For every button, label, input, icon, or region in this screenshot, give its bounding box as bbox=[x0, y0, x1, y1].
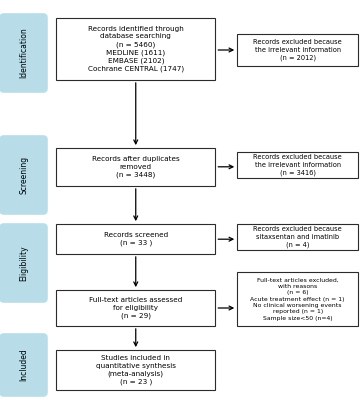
Text: Screening: Screening bbox=[19, 156, 28, 194]
FancyBboxPatch shape bbox=[237, 34, 358, 66]
FancyBboxPatch shape bbox=[237, 224, 358, 250]
Text: Records identified through
database searching
(n = 5460)
MEDLINE (1611)
EMBASE (: Records identified through database sear… bbox=[88, 26, 184, 72]
Text: Records excluded because
the irrelevant information
(n = 3416): Records excluded because the irrelevant … bbox=[253, 154, 342, 176]
Text: Full-text articles excluded,
with reasons
(n = 6)
Acute treatment effect (n = 1): Full-text articles excluded, with reason… bbox=[251, 277, 345, 321]
FancyBboxPatch shape bbox=[237, 152, 358, 178]
FancyBboxPatch shape bbox=[56, 18, 215, 80]
FancyBboxPatch shape bbox=[0, 333, 48, 397]
Text: Records excluded because
sitaxsentan and imatinib
(n = 4): Records excluded because sitaxsentan and… bbox=[253, 226, 342, 248]
Text: Records after duplicates
removed
(n = 3448): Records after duplicates removed (n = 34… bbox=[92, 156, 180, 178]
Text: Full-text articles assessed
for eligibility
(n = 29): Full-text articles assessed for eligibil… bbox=[89, 297, 182, 319]
Text: Eligibility: Eligibility bbox=[19, 245, 28, 281]
Text: Records screened
(n = 33 ): Records screened (n = 33 ) bbox=[104, 232, 168, 246]
FancyBboxPatch shape bbox=[0, 135, 48, 215]
FancyBboxPatch shape bbox=[56, 224, 215, 254]
FancyBboxPatch shape bbox=[56, 290, 215, 326]
Text: Studies included in
quantitative synthesis
(meta-analysis)
(n = 23 ): Studies included in quantitative synthes… bbox=[96, 355, 176, 385]
FancyBboxPatch shape bbox=[56, 148, 215, 186]
FancyBboxPatch shape bbox=[237, 272, 358, 326]
FancyBboxPatch shape bbox=[0, 223, 48, 303]
FancyBboxPatch shape bbox=[0, 13, 48, 93]
Text: Included: Included bbox=[19, 349, 28, 381]
FancyBboxPatch shape bbox=[56, 350, 215, 390]
Text: Identification: Identification bbox=[19, 28, 28, 78]
Text: Records excluded because
the irrelevant information
(n = 2012): Records excluded because the irrelevant … bbox=[253, 39, 342, 61]
